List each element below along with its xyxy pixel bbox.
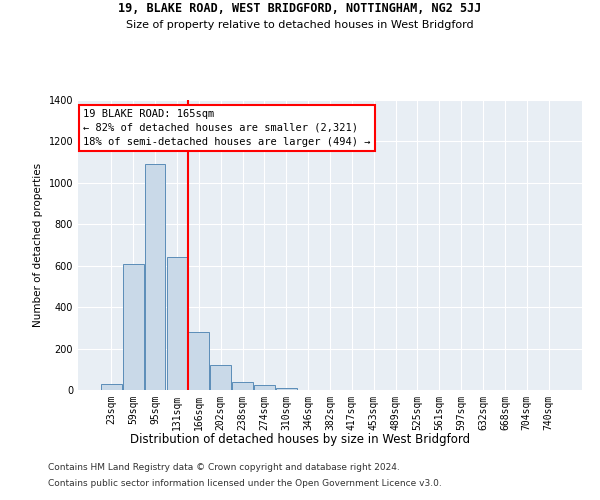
Bar <box>276 388 296 390</box>
Y-axis label: Number of detached properties: Number of detached properties <box>33 163 43 327</box>
Text: Contains HM Land Registry data © Crown copyright and database right 2024.: Contains HM Land Registry data © Crown c… <box>48 464 400 472</box>
Text: 19, BLAKE ROAD, WEST BRIDGFORD, NOTTINGHAM, NG2 5JJ: 19, BLAKE ROAD, WEST BRIDGFORD, NOTTINGH… <box>118 2 482 16</box>
Bar <box>167 258 187 390</box>
Bar <box>232 382 253 390</box>
Bar <box>188 332 209 390</box>
Bar <box>254 385 275 390</box>
Text: Size of property relative to detached houses in West Bridgford: Size of property relative to detached ho… <box>126 20 474 30</box>
Bar <box>210 365 231 390</box>
Bar <box>101 384 122 390</box>
Text: Contains public sector information licensed under the Open Government Licence v3: Contains public sector information licen… <box>48 478 442 488</box>
Text: 19 BLAKE ROAD: 165sqm
← 82% of detached houses are smaller (2,321)
18% of semi-d: 19 BLAKE ROAD: 165sqm ← 82% of detached … <box>83 108 371 146</box>
Bar <box>123 264 143 390</box>
Text: Distribution of detached houses by size in West Bridgford: Distribution of detached houses by size … <box>130 432 470 446</box>
Bar <box>145 164 166 390</box>
